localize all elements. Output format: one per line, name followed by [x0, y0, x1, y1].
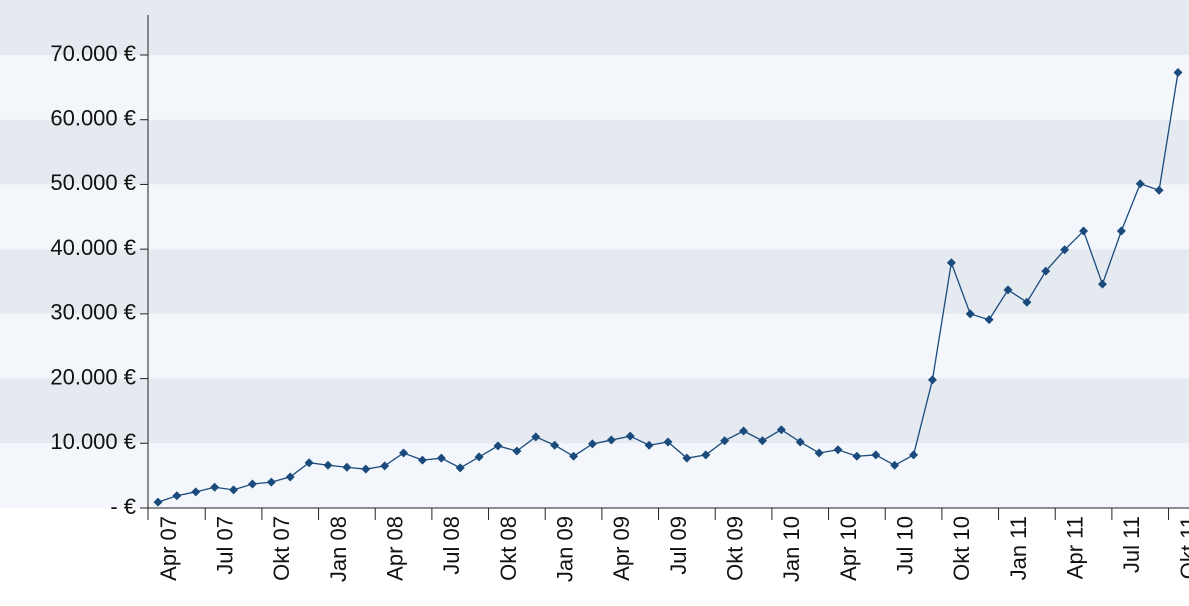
- y-tick-label: 20.000 €: [50, 364, 136, 389]
- x-tick-label: Jan 08: [326, 516, 351, 582]
- x-tick-label: Jul 09: [666, 516, 691, 575]
- marker: [739, 426, 749, 436]
- marker: [682, 453, 692, 463]
- marker: [1060, 245, 1070, 255]
- marker: [172, 491, 182, 501]
- marker: [1135, 179, 1145, 189]
- marker: [946, 258, 956, 268]
- x-tick-label: Okt 08: [496, 516, 521, 581]
- marker: [1041, 266, 1051, 276]
- grid-band: [0, 0, 1189, 56]
- marker: [757, 436, 767, 446]
- marker: [550, 440, 560, 450]
- grid-band: [0, 55, 1189, 120]
- marker: [153, 497, 163, 507]
- x-tick-label: Jan 11: [1006, 516, 1031, 580]
- marker: [720, 436, 730, 446]
- x-tick-label: Apr 09: [609, 516, 634, 581]
- x-tick-label: Okt 11: [1176, 516, 1189, 579]
- marker: [417, 455, 427, 465]
- x-tick-label: Jul 11: [1119, 516, 1144, 573]
- marker: [474, 452, 484, 462]
- marker: [984, 315, 994, 325]
- grid-band: [0, 119, 1189, 185]
- marker: [210, 482, 220, 492]
- marker: [436, 453, 446, 463]
- x-tick-label: Apr 07: [156, 516, 181, 581]
- marker: [890, 460, 900, 470]
- marker: [965, 309, 975, 319]
- marker: [493, 441, 503, 451]
- x-tick-label: Jul 07: [212, 516, 237, 575]
- marker: [1003, 285, 1013, 295]
- x-tick-label: Okt 07: [269, 516, 294, 581]
- marker: [644, 440, 654, 450]
- y-tick-label: 60.000 €: [50, 106, 136, 131]
- grid-band: [0, 378, 1189, 444]
- marker: [342, 462, 352, 472]
- marker: [587, 439, 597, 449]
- marker: [814, 448, 824, 458]
- x-tick-label: Apr 11: [1062, 516, 1087, 579]
- marker: [1154, 185, 1164, 195]
- grid-band: [0, 184, 1189, 250]
- marker: [1173, 67, 1183, 77]
- marker: [833, 445, 843, 455]
- marker: [361, 464, 371, 474]
- marker: [229, 485, 239, 495]
- x-tick-label: Apr 10: [836, 516, 861, 581]
- x-tick-label: Okt 09: [722, 516, 747, 581]
- marker: [852, 451, 862, 461]
- x-tick-label: Apr 08: [382, 516, 407, 581]
- grid-band: [0, 313, 1189, 379]
- marker: [304, 458, 314, 468]
- y-tick-label: 10.000 €: [50, 429, 136, 454]
- marker: [1022, 297, 1032, 307]
- marker: [191, 487, 201, 497]
- grid-band: [0, 443, 1189, 508]
- x-tick-label: Jul 10: [892, 516, 917, 575]
- marker: [1079, 226, 1089, 236]
- marker: [927, 375, 937, 385]
- marker: [531, 432, 541, 442]
- marker: [909, 450, 919, 460]
- grid-band: [0, 249, 1189, 314]
- marker: [455, 463, 465, 473]
- marker: [776, 425, 786, 435]
- y-tick-label: 50.000 €: [50, 170, 136, 195]
- marker: [701, 450, 711, 460]
- y-tick-label: 40.000 €: [50, 235, 136, 260]
- marker: [266, 477, 276, 487]
- marker: [285, 472, 295, 482]
- marker: [606, 435, 616, 445]
- marker: [380, 461, 390, 471]
- marker: [399, 448, 409, 458]
- marker: [1116, 226, 1126, 236]
- marker: [323, 460, 333, 470]
- marker: [871, 450, 881, 460]
- x-tick-label: Jul 08: [439, 516, 464, 575]
- marker: [569, 451, 579, 461]
- y-tick-label: 30.000 €: [50, 300, 136, 325]
- marker: [625, 431, 635, 441]
- x-tick-label: Jan 09: [552, 516, 577, 582]
- x-tick-label: Jan 10: [779, 516, 804, 582]
- marker: [512, 446, 522, 456]
- x-tick-label: Okt 10: [949, 516, 974, 581]
- marker: [795, 437, 805, 447]
- marker: [247, 479, 257, 489]
- marker: [1097, 279, 1107, 289]
- y-tick-label: 70.000 €: [50, 41, 136, 66]
- y-tick-label: - €: [110, 494, 136, 519]
- marker: [663, 437, 673, 447]
